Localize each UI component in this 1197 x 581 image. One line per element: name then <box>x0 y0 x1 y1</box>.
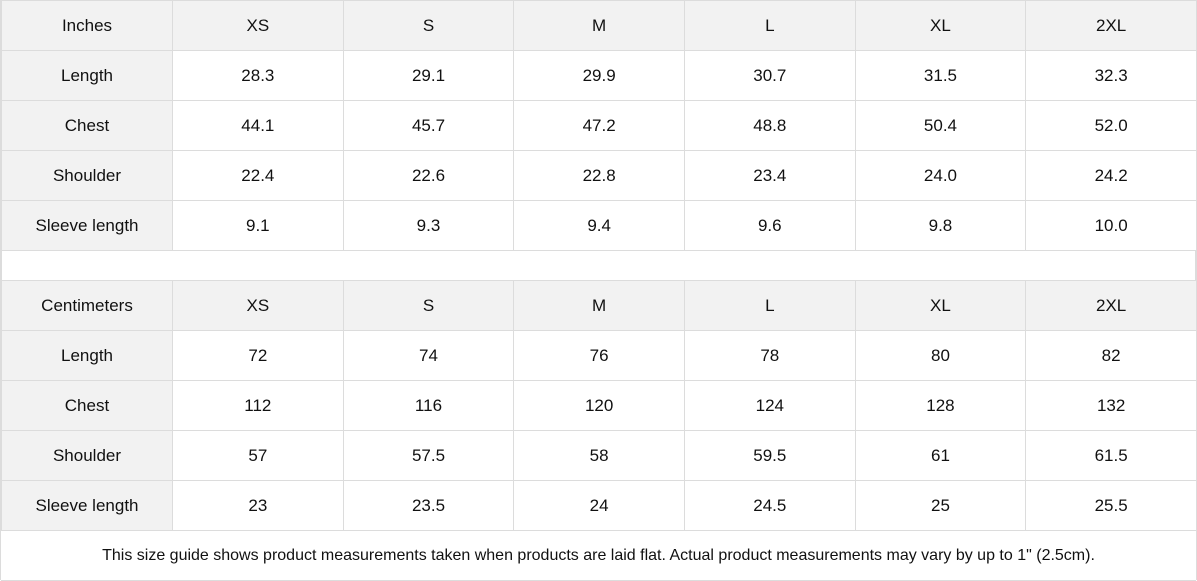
size-header: XS <box>172 0 344 51</box>
size-header: XS <box>172 280 344 331</box>
measurement-cell: 44.1 <box>172 100 344 151</box>
table-row: Length 72 74 76 78 80 82 <box>1 330 1197 381</box>
measurement-cell: 23.4 <box>683 150 856 201</box>
size-header: S <box>342 0 515 51</box>
measurement-cell: 61.5 <box>1025 430 1197 481</box>
table-spacer <box>1 251 1196 280</box>
measurement-cell: 72 <box>172 330 344 381</box>
measurement-cell: 23 <box>172 480 344 531</box>
centimeters-size-table: Centimeters XS S M L XL 2XL Length 72 74 76 78 80 82 C… <box>1 280 1197 531</box>
measurement-cell: 25.5 <box>1025 480 1197 531</box>
measurement-cell: 112 <box>172 380 344 431</box>
measurement-cell: 78 <box>683 330 856 381</box>
row-label: Shoulder <box>1 430 173 481</box>
unit-header: Centimeters <box>1 280 173 331</box>
measurement-cell: 9.8 <box>854 200 1027 251</box>
measurement-cell: 29.1 <box>342 50 515 101</box>
measurement-cell: 47.2 <box>513 100 685 151</box>
measurement-cell: 10.0 <box>1025 200 1197 251</box>
measurement-cell: 124 <box>683 380 856 431</box>
measurement-cell: 52.0 <box>1025 100 1197 151</box>
measurement-cell: 116 <box>342 380 515 431</box>
size-header: L <box>683 0 856 51</box>
row-label: Shoulder <box>1 150 173 201</box>
row-label: Length <box>1 330 173 381</box>
row-label: Sleeve length <box>1 480 173 531</box>
measurement-cell: 58 <box>513 430 685 481</box>
measurement-cell: 23.5 <box>342 480 515 531</box>
table-row: Shoulder 57 57.5 58 59.5 61 61.5 <box>1 430 1197 481</box>
measurement-cell: 50.4 <box>854 100 1027 151</box>
measurement-cell: 74 <box>342 330 515 381</box>
measurement-cell: 76 <box>513 330 685 381</box>
inches-size-table: Inches XS S M L XL 2XL Length 28.3 29.1 29.9 30.7 31… <box>1 0 1197 251</box>
header-row: Inches XS S M L XL 2XL <box>1 0 1197 51</box>
size-header: XL <box>854 280 1027 331</box>
table-row: Chest 44.1 45.7 47.2 48.8 50.4 52.0 <box>1 100 1197 151</box>
measurement-cell: 32.3 <box>1025 50 1197 101</box>
measurement-cell: 57 <box>172 430 344 481</box>
centimeters-table-container: Centimeters XS S M L XL 2XL Length 72 74 76 78 80 82 C… <box>1 280 1197 531</box>
measurement-cell: 82 <box>1025 330 1197 381</box>
row-label: Sleeve length <box>1 200 173 251</box>
measurement-cell: 9.1 <box>172 200 344 251</box>
measurement-cell: 80 <box>854 330 1027 381</box>
table-row: Shoulder 22.4 22.6 22.8 23.4 24.0 24.2 <box>1 150 1197 201</box>
table-row: Sleeve length 23 23.5 24 24.5 25 25.5 <box>1 480 1197 531</box>
measurement-cell: 24 <box>513 480 685 531</box>
size-header: L <box>683 280 856 331</box>
measurement-cell: 61 <box>854 430 1027 481</box>
measurement-cell: 128 <box>854 380 1027 431</box>
measurement-cell: 30.7 <box>683 50 856 101</box>
size-header: 2XL <box>1025 0 1197 51</box>
measurement-cell: 24.0 <box>854 150 1027 201</box>
measurement-cell: 24.5 <box>683 480 856 531</box>
table-row: Length 28.3 29.1 29.9 30.7 31.5 32.3 <box>1 50 1197 101</box>
measurement-cell: 132 <box>1025 380 1197 431</box>
table-row: Sleeve length 9.1 9.3 9.4 9.6 9.8 10.0 <box>1 200 1197 251</box>
size-header: S <box>342 280 515 331</box>
measurement-cell: 9.3 <box>342 200 515 251</box>
measurement-cell: 22.8 <box>513 150 685 201</box>
measurement-cell: 28.3 <box>172 50 344 101</box>
measurement-cell: 9.4 <box>513 200 685 251</box>
row-label: Length <box>1 50 173 101</box>
measurement-cell: 45.7 <box>342 100 515 151</box>
table-row: Chest 112 116 120 124 128 132 <box>1 380 1197 431</box>
measurement-cell: 57.5 <box>342 430 515 481</box>
size-header: 2XL <box>1025 280 1197 331</box>
measurement-cell: 9.6 <box>683 200 856 251</box>
measurement-cell: 29.9 <box>513 50 685 101</box>
measurement-cell: 24.2 <box>1025 150 1197 201</box>
header-row: Centimeters XS S M L XL 2XL <box>1 280 1197 331</box>
unit-header: Inches <box>1 0 173 51</box>
inches-table-container: Inches XS S M L XL 2XL Length 28.3 29.1 29.9 30.7 31… <box>1 0 1197 251</box>
measurement-cell: 31.5 <box>854 50 1027 101</box>
measurement-cell: 22.6 <box>342 150 515 201</box>
measurement-cell: 120 <box>513 380 685 431</box>
size-header: M <box>513 280 685 331</box>
size-header: M <box>513 0 685 51</box>
measurement-cell: 48.8 <box>683 100 856 151</box>
measurement-cell: 22.4 <box>172 150 344 201</box>
row-label: Chest <box>1 380 173 431</box>
measurement-cell: 59.5 <box>683 430 856 481</box>
size-guide-note: This size guide shows product measuremen… <box>1 531 1196 581</box>
row-label: Chest <box>1 100 173 151</box>
measurement-cell: 25 <box>854 480 1027 531</box>
size-header: XL <box>854 0 1027 51</box>
